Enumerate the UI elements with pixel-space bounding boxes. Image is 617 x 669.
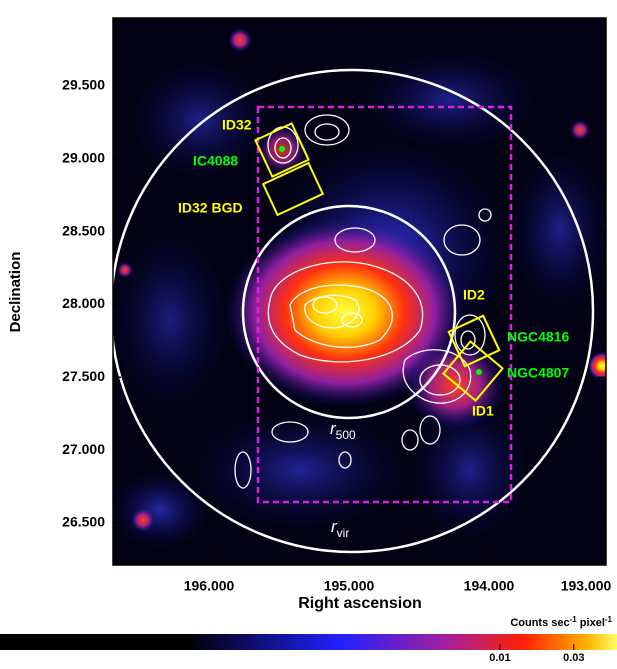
y-tick-label: 26.500 bbox=[62, 514, 105, 530]
y-tick-label: 28.000 bbox=[62, 295, 105, 311]
colorbar-label-part: Counts sec bbox=[510, 617, 569, 629]
colorbar-label-superscript: -1 bbox=[605, 615, 613, 624]
radius-subscript: 500 bbox=[336, 428, 356, 442]
y-tick-label: 28.500 bbox=[62, 222, 105, 238]
x-axis-label: Right ascension bbox=[298, 595, 422, 612]
radius-subscript: vir bbox=[337, 526, 350, 540]
annotation: ID32 bbox=[222, 117, 252, 133]
radius-symbol: r bbox=[331, 517, 338, 536]
radius-label: rvir bbox=[331, 517, 349, 540]
annotation: NGC4807 bbox=[507, 365, 569, 381]
image bbox=[113, 18, 606, 565]
colorbar-tick-label: 0.01 bbox=[489, 652, 510, 664]
y-tick-label: 29.000 bbox=[62, 150, 105, 166]
x-tick-label: 195.000 bbox=[324, 578, 375, 594]
annotation: ID2 bbox=[463, 287, 485, 303]
colorbar-tick-label: 0.03 bbox=[563, 652, 584, 664]
radius-symbol: r bbox=[330, 419, 337, 438]
colorbar-label-part: pixel bbox=[577, 617, 605, 629]
x-tick-label: 196.000 bbox=[184, 578, 235, 594]
annotation: ID32 BGD bbox=[178, 200, 243, 216]
colorbar bbox=[0, 634, 617, 650]
x-tick-label: 194.000 bbox=[464, 578, 515, 594]
colorbar-label-superscript: -1 bbox=[570, 615, 578, 624]
radius-label: r500 bbox=[330, 419, 356, 442]
y-tick-label: 29.500 bbox=[62, 77, 105, 93]
annotation: ID1 bbox=[472, 403, 494, 419]
y-axis-label: Declination bbox=[7, 252, 24, 333]
annotation: IC4088 bbox=[193, 153, 238, 169]
colorbar-label: Counts sec-1 pixel-1 bbox=[510, 615, 612, 629]
y-tick-label: 27.000 bbox=[62, 441, 105, 457]
y-tick-label: 27.500 bbox=[62, 368, 105, 384]
annotation: NGC4816 bbox=[507, 329, 569, 345]
x-tick-label: 193.000 bbox=[561, 578, 612, 594]
plot-frame bbox=[112, 17, 607, 566]
